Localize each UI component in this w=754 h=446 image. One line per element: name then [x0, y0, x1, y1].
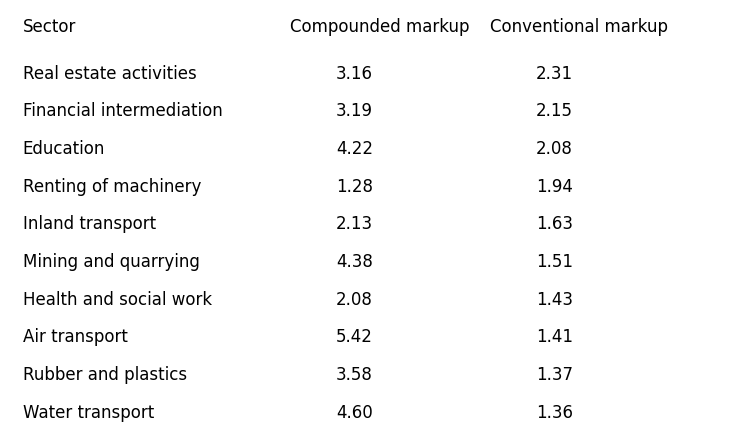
- Text: Water transport: Water transport: [23, 404, 154, 422]
- Text: 3.16: 3.16: [336, 65, 373, 83]
- Text: Mining and quarrying: Mining and quarrying: [23, 253, 200, 271]
- Text: Rubber and plastics: Rubber and plastics: [23, 366, 187, 384]
- Text: 4.60: 4.60: [336, 404, 372, 422]
- Text: Real estate activities: Real estate activities: [23, 65, 196, 83]
- Text: 4.22: 4.22: [336, 140, 373, 158]
- Text: Financial intermediation: Financial intermediation: [23, 103, 222, 120]
- Text: Conventional markup: Conventional markup: [490, 18, 668, 36]
- Text: 2.08: 2.08: [536, 140, 572, 158]
- Text: 3.58: 3.58: [336, 366, 372, 384]
- Text: Sector: Sector: [23, 18, 76, 36]
- Text: Air transport: Air transport: [23, 328, 127, 347]
- Text: 4.38: 4.38: [336, 253, 372, 271]
- Text: 2.08: 2.08: [336, 291, 372, 309]
- Text: 1.41: 1.41: [535, 328, 573, 347]
- Text: 1.28: 1.28: [336, 178, 373, 196]
- Text: 3.19: 3.19: [336, 103, 373, 120]
- Text: 2.31: 2.31: [535, 65, 573, 83]
- Text: Compounded markup: Compounded markup: [290, 18, 470, 36]
- Text: 1.43: 1.43: [535, 291, 573, 309]
- Text: 1.94: 1.94: [536, 178, 572, 196]
- Text: Health and social work: Health and social work: [23, 291, 212, 309]
- Text: Inland transport: Inland transport: [23, 215, 156, 233]
- Text: 2.15: 2.15: [535, 103, 573, 120]
- Text: Renting of machinery: Renting of machinery: [23, 178, 201, 196]
- Text: 1.36: 1.36: [535, 404, 573, 422]
- Text: 5.42: 5.42: [336, 328, 372, 347]
- Text: 2.13: 2.13: [336, 215, 373, 233]
- Text: 1.37: 1.37: [535, 366, 573, 384]
- Text: Education: Education: [23, 140, 105, 158]
- Text: 1.63: 1.63: [535, 215, 573, 233]
- Text: 1.51: 1.51: [535, 253, 573, 271]
